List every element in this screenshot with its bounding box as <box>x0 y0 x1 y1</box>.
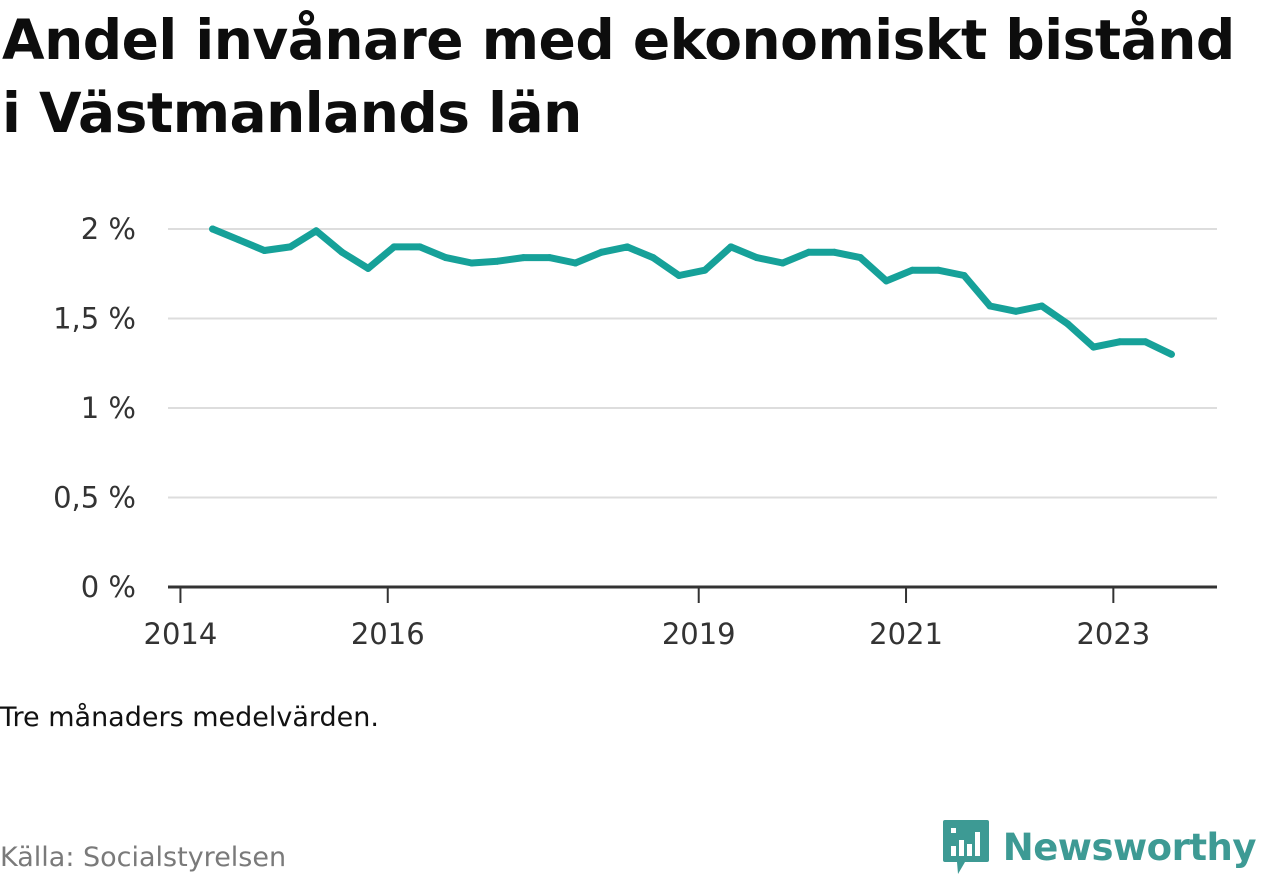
data-point <box>209 225 217 233</box>
data-point <box>416 243 424 251</box>
chart-note: Tre månaders medelvärden. <box>0 702 379 733</box>
data-point <box>882 277 890 285</box>
y-tick-label: 1 % <box>81 391 136 425</box>
data-point <box>571 259 579 267</box>
data-point <box>1012 307 1020 315</box>
chart-title: Andel invånare med ekonomiskt bistånd i … <box>2 8 1235 145</box>
data-point <box>260 247 268 254</box>
x-tick-label: 2021 <box>869 617 943 651</box>
brand-logo[interactable]: Newsworthy <box>941 818 1257 876</box>
data-point <box>986 302 994 310</box>
data-point <box>442 254 450 262</box>
y-tick-label: 1,5 % <box>53 302 136 336</box>
y-axis-labels: 0 % 0,5 % 1 % 1,5 % 2 % <box>53 212 136 604</box>
x-axis: 2014 2016 2019 2021 2023 <box>144 585 1217 651</box>
data-point <box>1167 350 1175 358</box>
y-tick-label: 0 % <box>81 570 136 604</box>
data-point <box>390 243 398 251</box>
data-point <box>856 254 864 262</box>
x-tick-label: 2023 <box>1076 617 1150 651</box>
x-tick-label: 2016 <box>351 617 425 651</box>
brand-name: Newsworthy <box>1002 825 1257 869</box>
y-gridlines <box>168 228 1217 499</box>
data-point <box>1116 338 1124 346</box>
data-point <box>597 248 605 256</box>
data-point <box>1038 302 1046 310</box>
data-point <box>312 227 320 235</box>
data-point <box>934 266 942 274</box>
data-point <box>675 272 683 279</box>
data-point <box>831 248 838 256</box>
data-point <box>960 272 968 279</box>
y-tick-label: 0,5 % <box>53 481 136 515</box>
data-point <box>753 254 761 262</box>
data-point <box>1142 338 1149 346</box>
data-point <box>727 243 735 251</box>
data-point <box>701 266 709 274</box>
data-point <box>286 243 294 251</box>
y-tick-label: 2 % <box>81 212 136 246</box>
data-point <box>779 259 787 267</box>
data-point <box>520 254 527 262</box>
data-point <box>546 254 553 262</box>
data-point <box>338 248 346 256</box>
x-tick-label: 2019 <box>662 617 736 651</box>
data-point <box>649 254 657 262</box>
data-point <box>364 264 372 272</box>
data-point <box>494 257 502 265</box>
data-point <box>1090 343 1098 351</box>
data-point <box>908 266 916 274</box>
data-point <box>1064 320 1072 328</box>
newsworthy-logo-icon <box>942 820 989 874</box>
series-line <box>209 225 1175 358</box>
x-tick-label: 2014 <box>144 617 218 651</box>
data-point <box>623 243 631 251</box>
data-point <box>468 259 476 267</box>
data-series <box>209 225 1175 358</box>
data-point <box>805 248 813 256</box>
data-point <box>235 236 242 244</box>
source-label: Källa: Socialstyrelsen <box>0 842 287 873</box>
